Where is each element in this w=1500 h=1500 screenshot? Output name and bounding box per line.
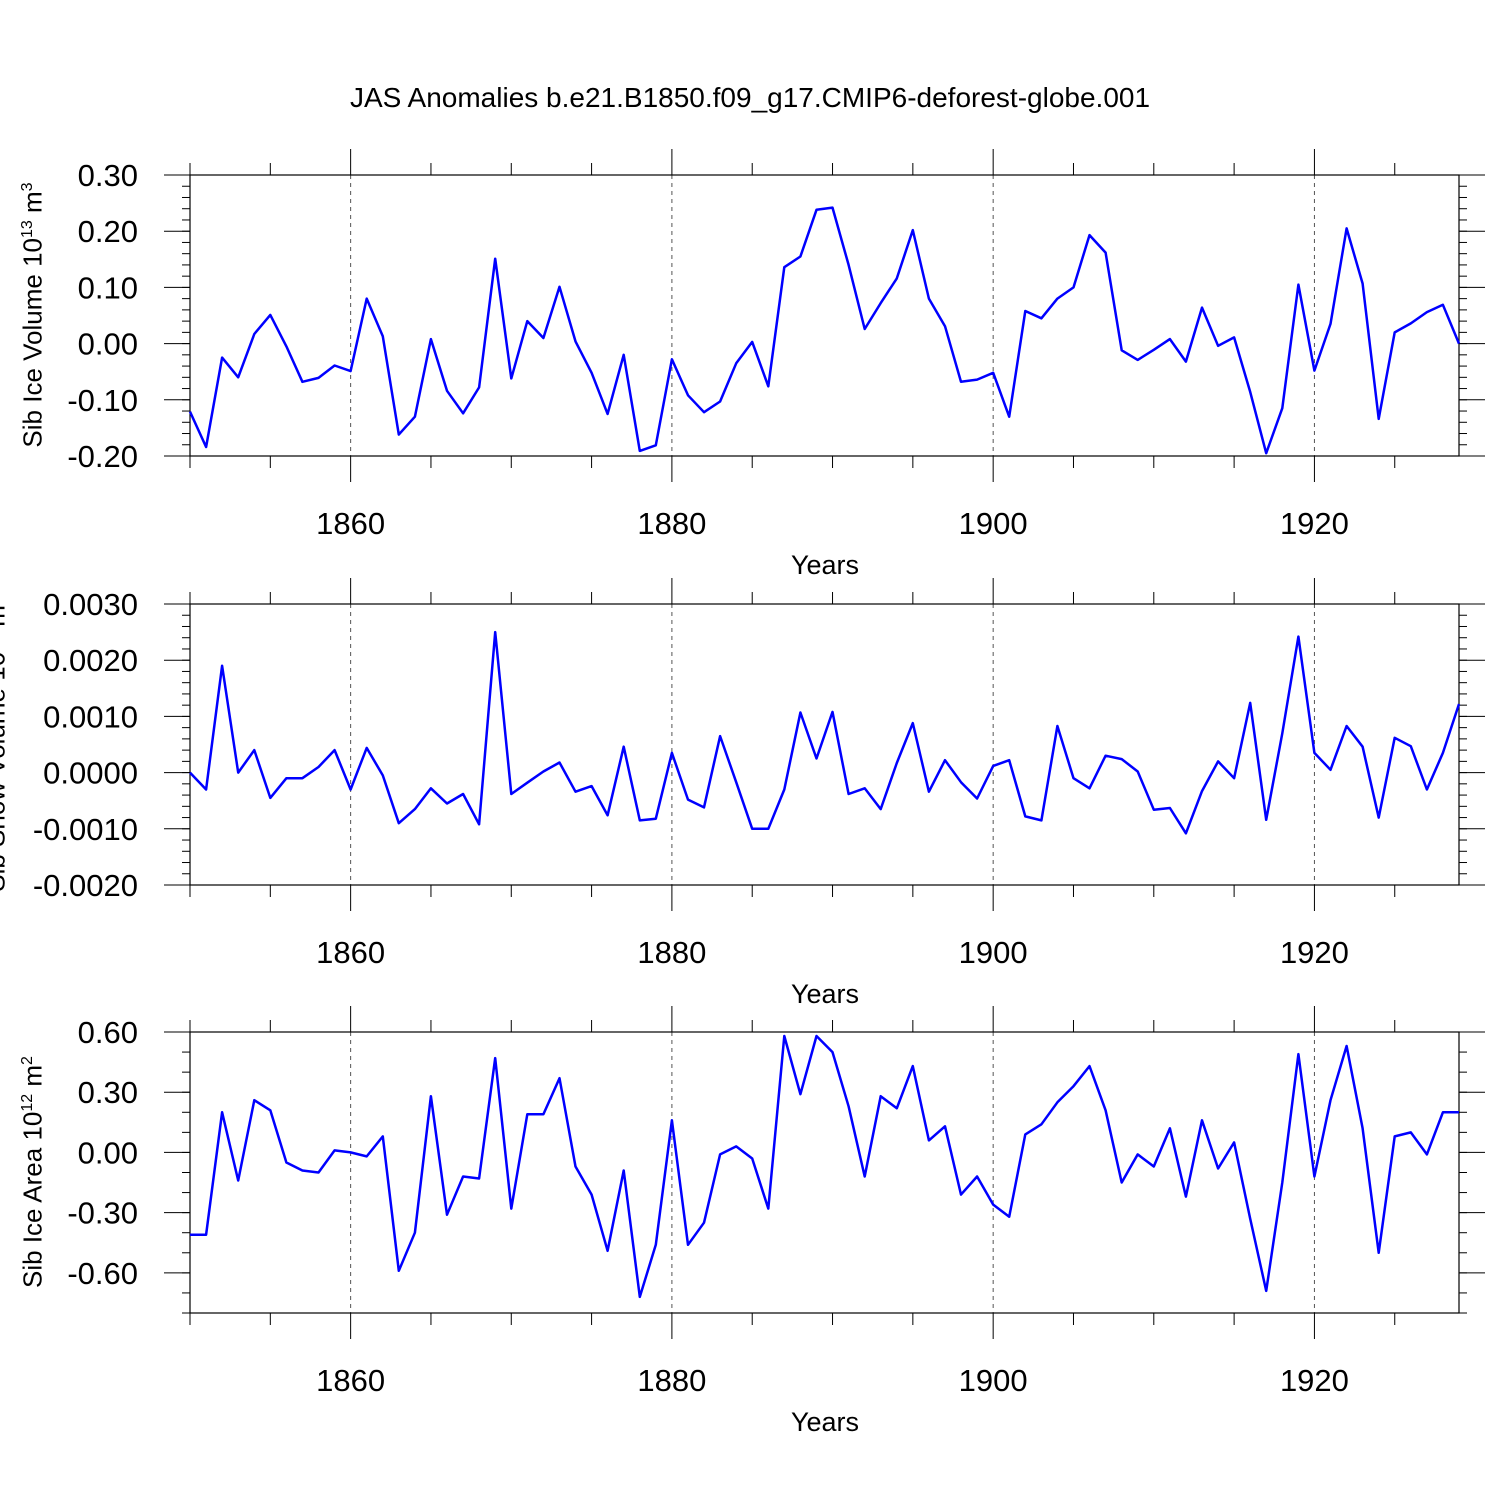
panel-1-ytick-label-4: 0.20 bbox=[78, 214, 138, 249]
figure-title: JAS Anomalies b.e21.B1850.f09_g17.CMIP6-… bbox=[349, 82, 1151, 113]
panel-3-xtick-label-3: 1920 bbox=[1280, 1363, 1349, 1398]
panel-1-ytick-label-0: -0.20 bbox=[67, 439, 138, 474]
panel-2-ytick-label-2: 0.0000 bbox=[43, 756, 138, 791]
panel-3-ytick-label-3: 0.30 bbox=[78, 1075, 138, 1110]
panel-1-xtick-label-0: 1860 bbox=[316, 506, 385, 541]
panel-1-xtick-label-3: 1920 bbox=[1280, 506, 1349, 541]
panel-3-xtick-label-0: 1860 bbox=[316, 1363, 385, 1398]
panel-2-ytick-label-5: 0.0030 bbox=[43, 587, 138, 622]
panel-1-xtick-label-1: 1880 bbox=[637, 506, 706, 541]
panel-3-ytick-label-1: -0.30 bbox=[67, 1196, 138, 1231]
panel-2-xlabel: Years bbox=[790, 979, 860, 1009]
panel-2-ytick-label-3: 0.0010 bbox=[43, 699, 138, 734]
panel-1-ytick-label-2: 0.00 bbox=[78, 327, 138, 362]
panel-1-frame bbox=[189, 174, 1460, 457]
panel-3-ytick-label-2: 0.00 bbox=[78, 1135, 138, 1170]
panel-3-xtick-label-2: 1900 bbox=[959, 1363, 1028, 1398]
panel-3-ytick-label-0: -0.60 bbox=[67, 1256, 138, 1291]
panel-2-xtick-label-3: 1920 bbox=[1280, 935, 1349, 970]
panel-2-frame bbox=[189, 603, 1460, 886]
panel-2-series-line bbox=[189, 630, 1461, 835]
panel-2-ytick-label-1: -0.0010 bbox=[33, 812, 138, 847]
panel-2-xtick-label-2: 1900 bbox=[959, 935, 1028, 970]
panel-3-ytick-label-4: 0.60 bbox=[78, 1015, 138, 1050]
panel-1-ytick-label-3: 0.10 bbox=[78, 270, 138, 305]
panel-3-xlabel: Years bbox=[790, 1407, 860, 1437]
panel-1-ytick-label-1: -0.10 bbox=[67, 383, 138, 418]
panel-2-ytick-label-0: -0.0020 bbox=[33, 868, 138, 903]
panel-2-xtick-label-1: 1880 bbox=[637, 935, 706, 970]
panel-2-ytick-label-4: 0.0020 bbox=[43, 643, 138, 678]
panel-1-xtick-label-2: 1900 bbox=[959, 506, 1028, 541]
panel-2-xtick-label-0: 1860 bbox=[316, 935, 385, 970]
panel-3-xtick-label-1: 1880 bbox=[637, 1363, 706, 1398]
panel-3-series-line bbox=[190, 1034, 1459, 1299]
panel-1-xlabel: Years bbox=[790, 550, 860, 580]
panel-1-series-line bbox=[188, 206, 1461, 455]
panel-1-ytick-label-5: 0.30 bbox=[78, 158, 138, 193]
